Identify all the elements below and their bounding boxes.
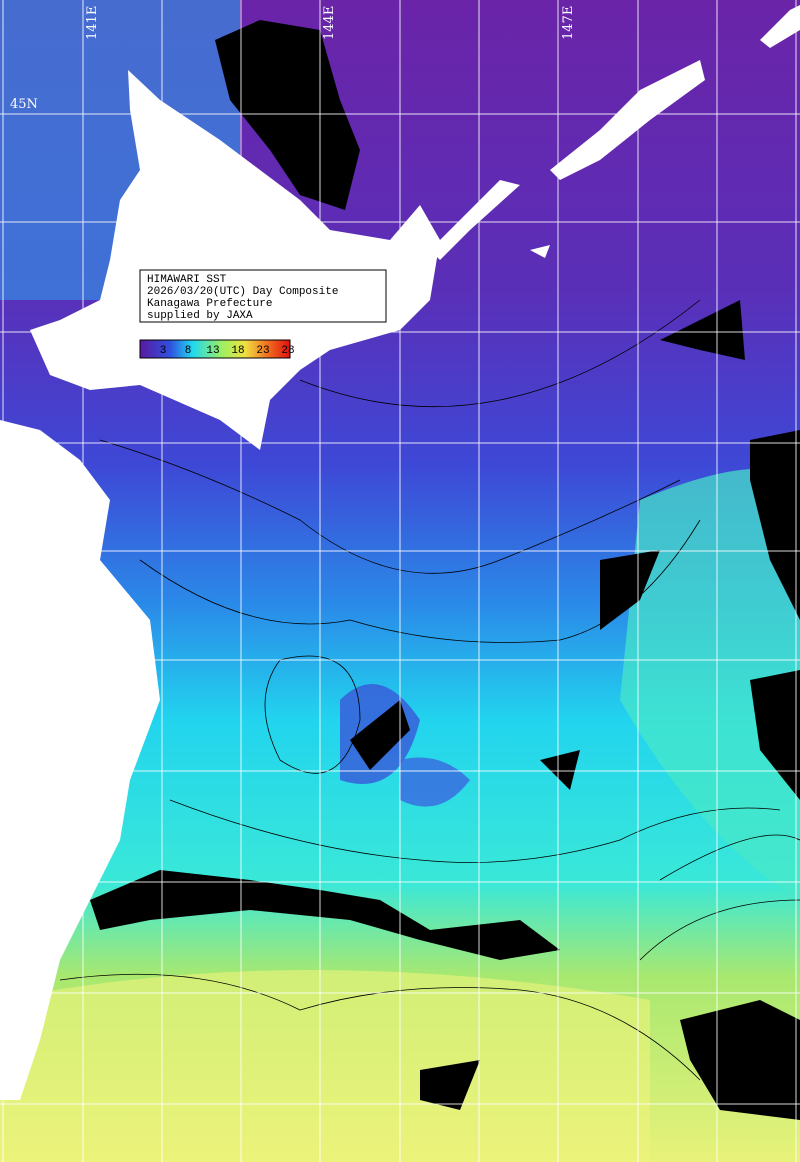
cloud (215, 20, 360, 210)
title-line: 2026/03/20(UTC) Day Composite (147, 286, 338, 298)
sea-east (620, 468, 800, 900)
colorbar-label: 13 (206, 345, 219, 357)
cloud (420, 1060, 480, 1110)
contour (299, 299, 701, 408)
colorbar-label: 28 (281, 345, 294, 357)
contour (59, 973, 701, 1081)
title-line: supplied by JAXA (147, 310, 253, 322)
cloud (90, 870, 560, 960)
colorbar-label: 8 (185, 345, 192, 357)
cloud (750, 670, 800, 800)
kuril-island (430, 180, 520, 260)
cloud (600, 550, 660, 630)
lat-label: 45N (10, 97, 38, 112)
honshu (0, 420, 160, 1100)
cloud (660, 300, 745, 360)
cold-eddy (400, 757, 470, 807)
colorbar-labels: 3 8 13 18 23 28 (160, 345, 295, 357)
colorbar (139, 339, 291, 359)
contour (264, 655, 361, 774)
title-box (139, 269, 387, 323)
colorbar-label: 18 (231, 345, 244, 357)
kuril-island (550, 60, 705, 180)
graticule-labels: 141E 144E 147E 45N (10, 6, 576, 112)
cloud (540, 750, 580, 790)
contour (639, 834, 800, 961)
cloud (750, 430, 800, 620)
lon-label: 147E (561, 6, 576, 40)
cloud (680, 1000, 800, 1120)
hokkaido (30, 70, 440, 450)
title-line: HIMAWARI SST (147, 274, 227, 286)
lon-label: 141E (85, 6, 100, 40)
island (530, 245, 550, 258)
colorbar-label: 3 (160, 345, 167, 357)
colorbar-label: 23 (256, 345, 269, 357)
warm-water (0, 970, 650, 1162)
cloud (350, 700, 410, 770)
contour (169, 799, 781, 863)
lon-label: 144E (322, 6, 337, 40)
title-line: Kanagawa Prefecture (147, 298, 272, 310)
island (760, 5, 800, 48)
